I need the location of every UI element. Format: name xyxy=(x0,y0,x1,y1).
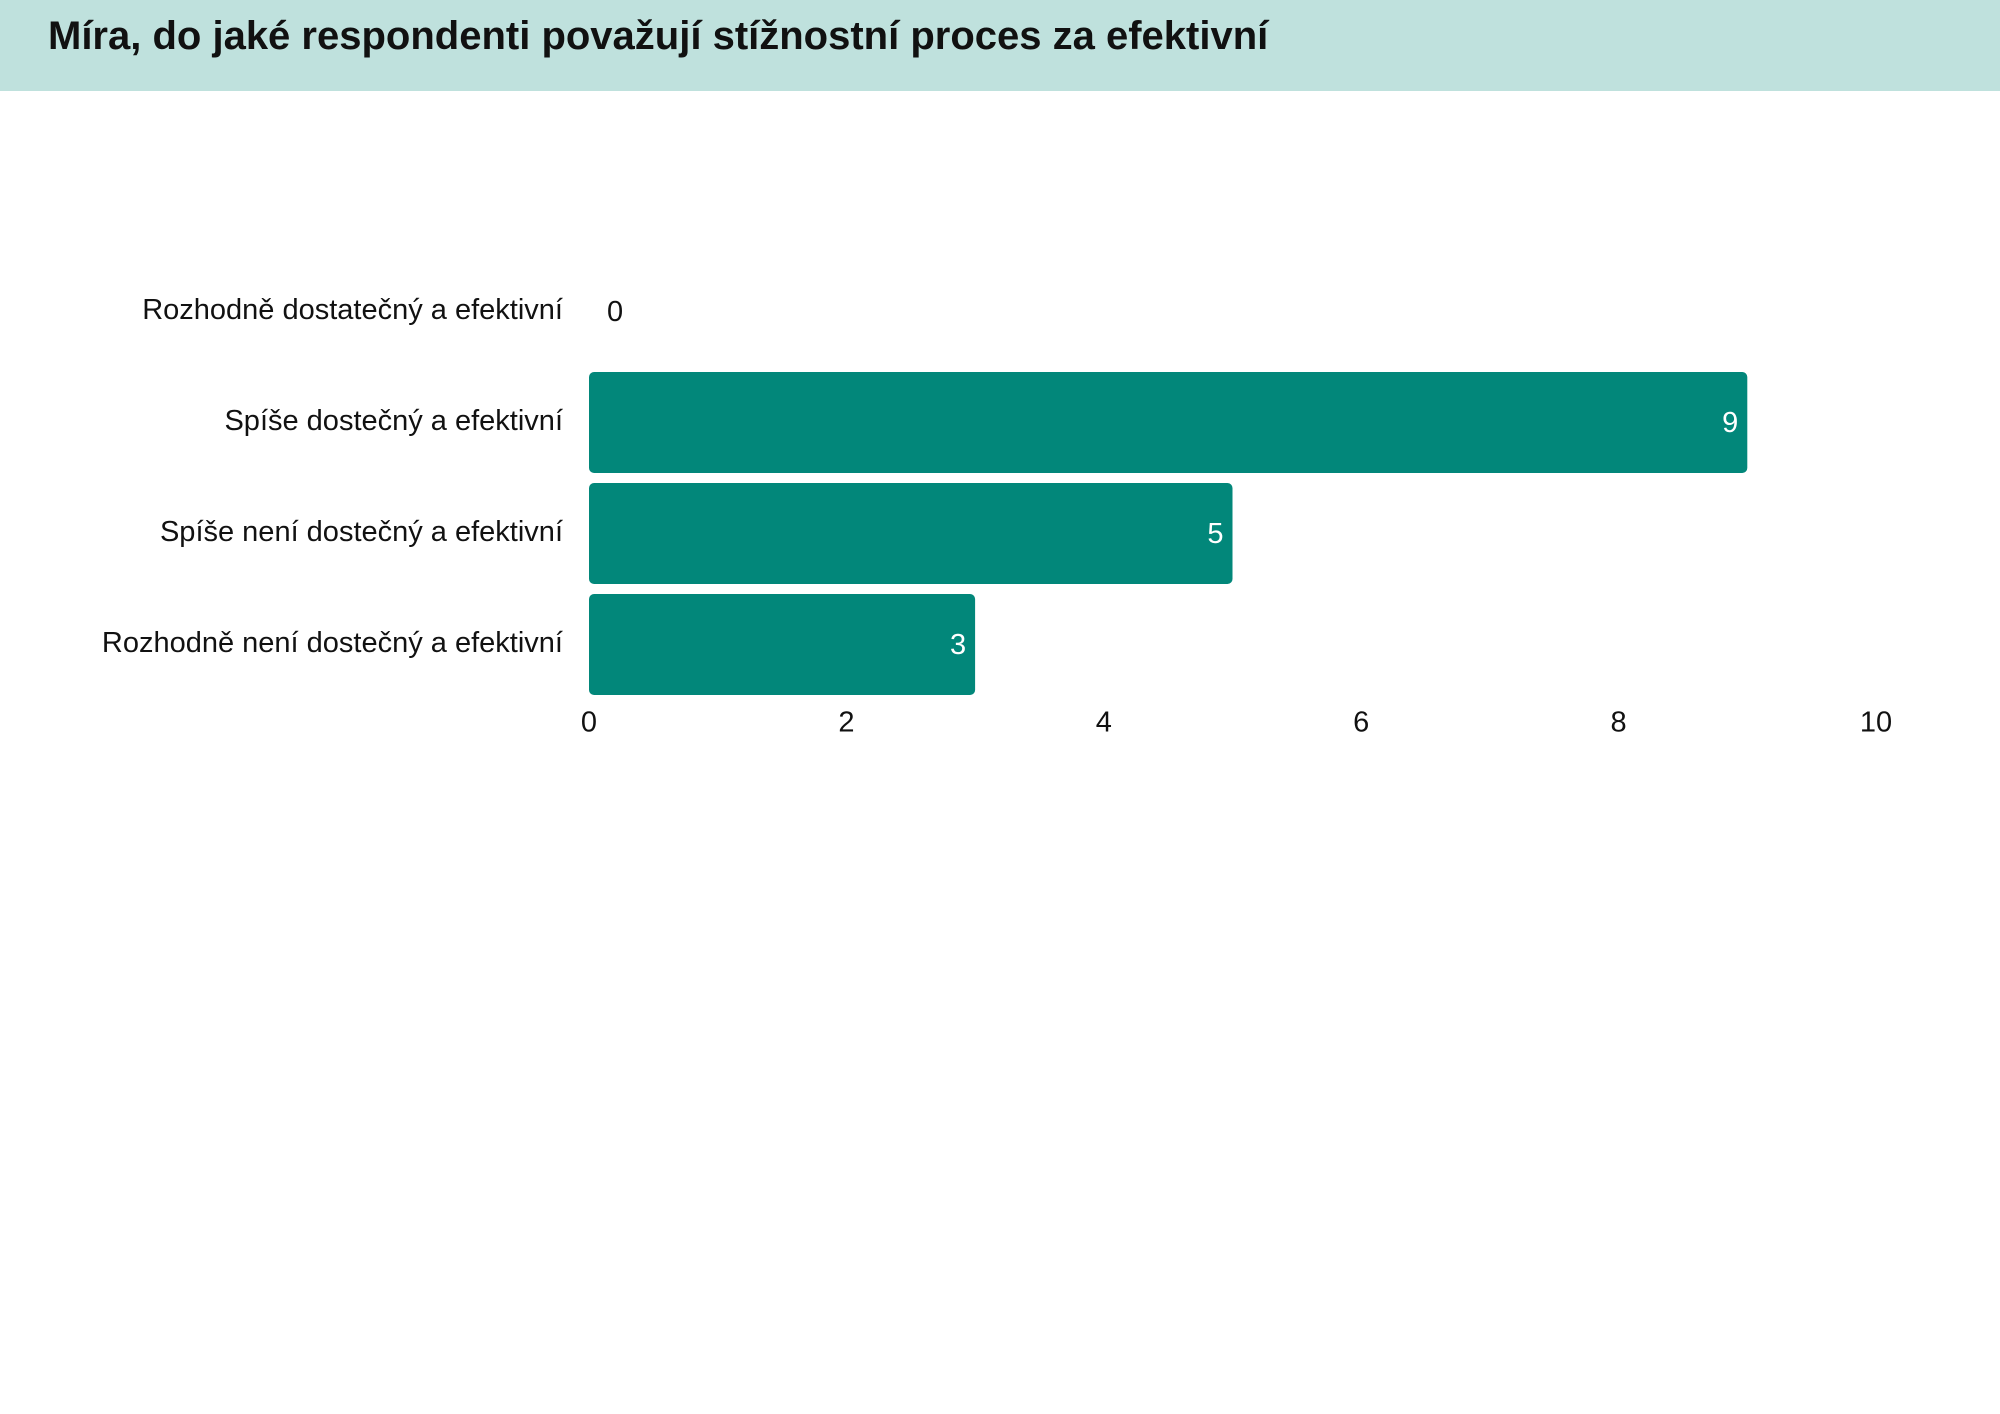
x-tick-label: 4 xyxy=(1096,707,1112,739)
category-label: Rozhodně dostatečný a efektivní xyxy=(142,294,563,326)
data-label: 9 xyxy=(1722,407,1738,439)
chart-title: Míra, do jaké respondenti považují stížn… xyxy=(48,14,1269,58)
x-tick-label: 10 xyxy=(1860,707,1892,739)
category-label: Spíše dostečný a efektivní xyxy=(224,405,563,437)
data-label: 3 xyxy=(950,629,966,661)
category-label: Spíše není dostečný a efektivní xyxy=(160,516,563,548)
header-bar: Míra, do jaké respondenti považují stížn… xyxy=(0,0,2000,91)
data-label: 5 xyxy=(1207,518,1223,550)
bar xyxy=(589,372,1748,473)
category-label: Rozhodně není dostečný a efektivní xyxy=(102,627,563,659)
data-label: 0 xyxy=(607,296,623,328)
x-tick-label: 2 xyxy=(838,707,854,739)
bar xyxy=(589,594,976,695)
x-tick-label: 6 xyxy=(1353,707,1369,739)
bar xyxy=(589,483,1233,584)
x-tick-label: 0 xyxy=(581,707,597,739)
x-tick-label: 8 xyxy=(1611,707,1627,739)
